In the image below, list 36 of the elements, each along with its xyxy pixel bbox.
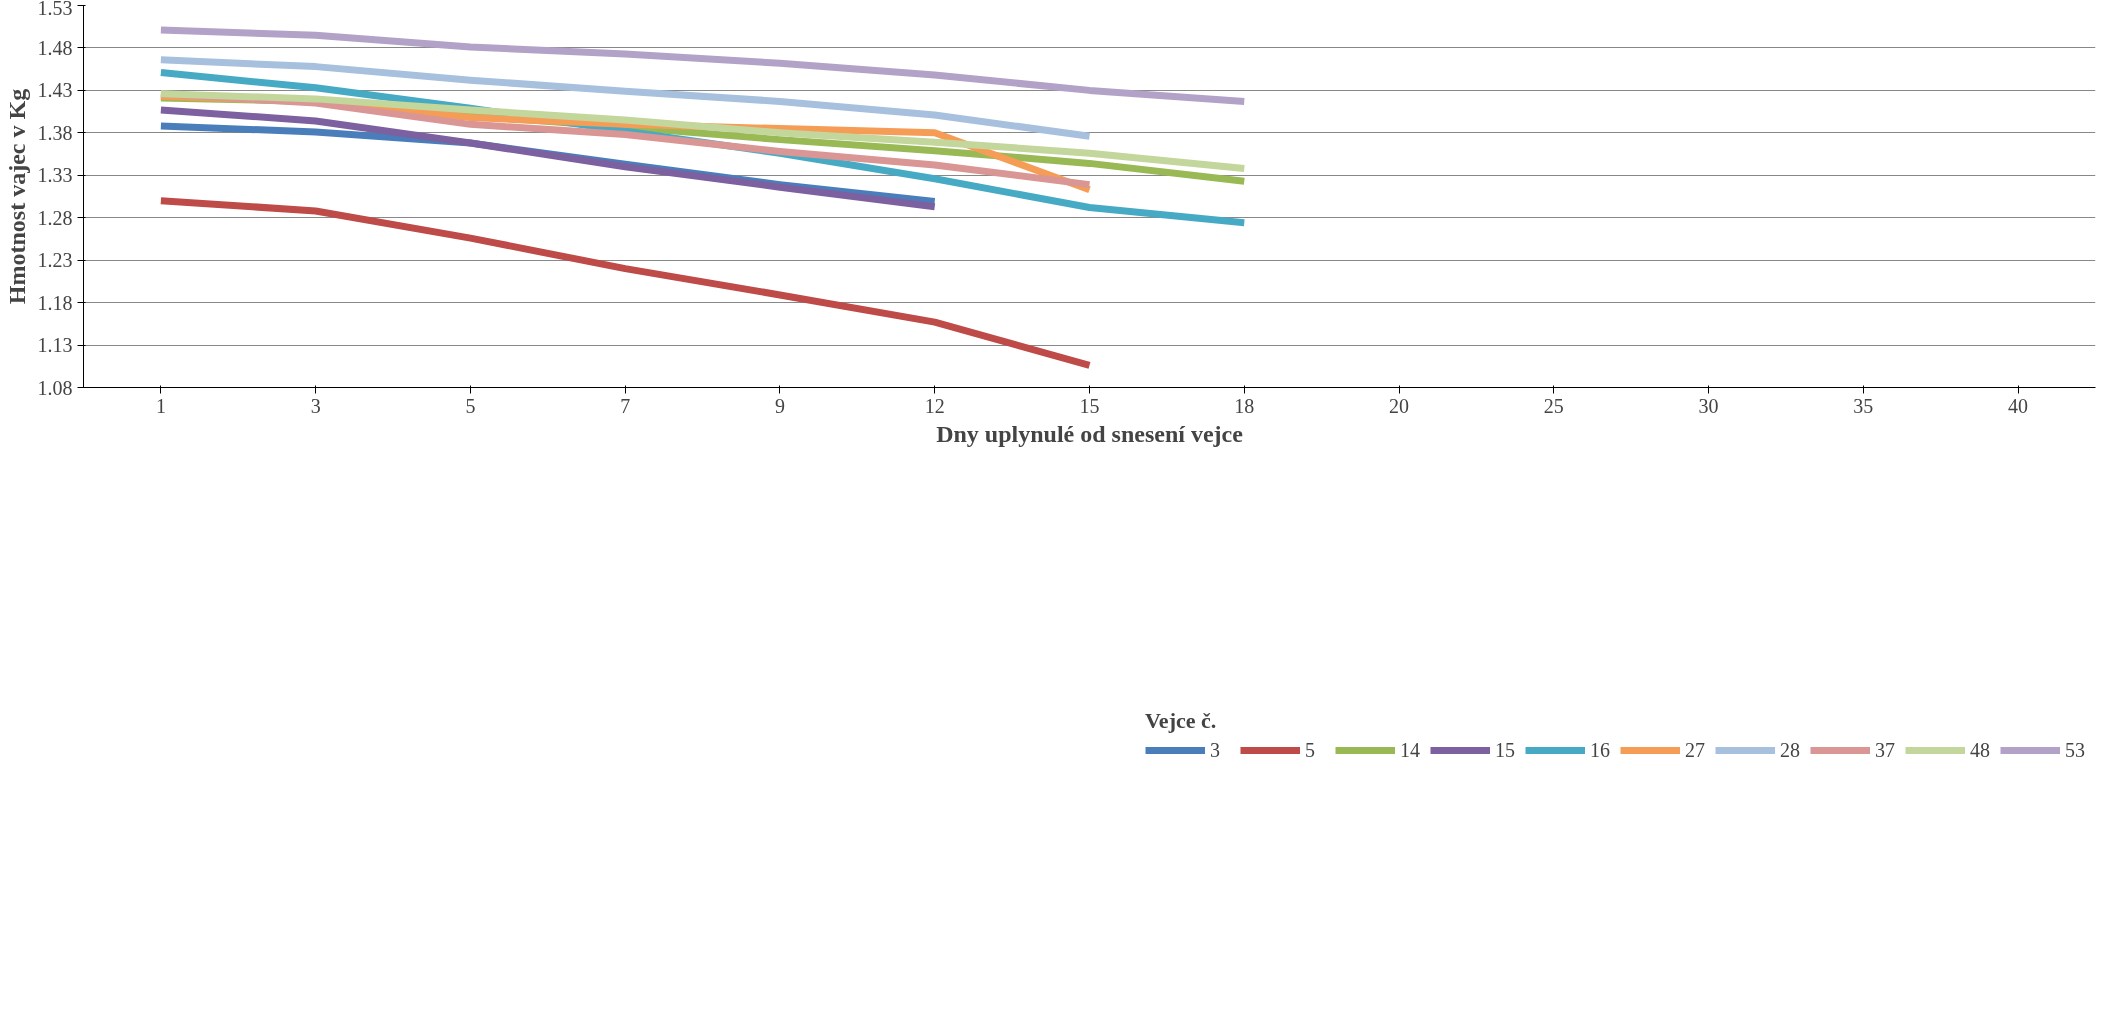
- y-tick-label: 1.43: [37, 79, 73, 102]
- x-tick-label: 30: [1698, 394, 1719, 417]
- x-tick-label: 40: [2008, 394, 2029, 417]
- y-tick-label: 1.28: [37, 206, 73, 229]
- legend-label: 16: [1590, 738, 1610, 762]
- legend-label: 37: [1875, 738, 1895, 762]
- x-tick-label: 12: [924, 394, 945, 417]
- legend-label: 53: [2065, 738, 2085, 762]
- x-tick-label: 15: [1079, 394, 1100, 417]
- x-tick-label: 3: [310, 394, 321, 417]
- x-tick-label: 18: [1234, 394, 1255, 417]
- x-tick-label: 1: [155, 394, 166, 417]
- y-tick-label: 1.08: [37, 376, 73, 399]
- y-tick-label: 1.53: [37, 0, 73, 19]
- x-tick-label: 35: [1853, 394, 1874, 417]
- y-tick-label: 1.13: [37, 334, 73, 357]
- legend-label: 48: [1970, 738, 1990, 762]
- legend-label: 27: [1685, 738, 1705, 762]
- x-tick-label: 9: [774, 394, 785, 417]
- x-tick-label: 20: [1389, 394, 1410, 417]
- x-tick-label: 25: [1543, 394, 1564, 417]
- legend-label: 15: [1495, 738, 1515, 762]
- x-tick-label: 5: [465, 394, 476, 417]
- y-tick-label: 1.48: [37, 36, 73, 59]
- legend-title: Vejce č.: [1145, 707, 1218, 734]
- x-axis-title: Dny uplynulé od snesení vejce: [936, 420, 1244, 447]
- legend-label: 3: [1210, 738, 1221, 762]
- legend-label: 5: [1305, 738, 1316, 762]
- y-tick-label: 1.33: [37, 164, 73, 187]
- y-axis-title: Hmotnost vajec v Kg: [3, 88, 30, 305]
- legend-label: 14: [1400, 738, 1420, 762]
- legend-label: 28: [1780, 738, 1800, 762]
- x-tick-label: 7: [620, 394, 631, 417]
- y-tick-label: 1.18: [37, 291, 73, 314]
- y-tick-label: 1.23: [37, 249, 73, 272]
- y-tick-label: 1.38: [37, 121, 73, 144]
